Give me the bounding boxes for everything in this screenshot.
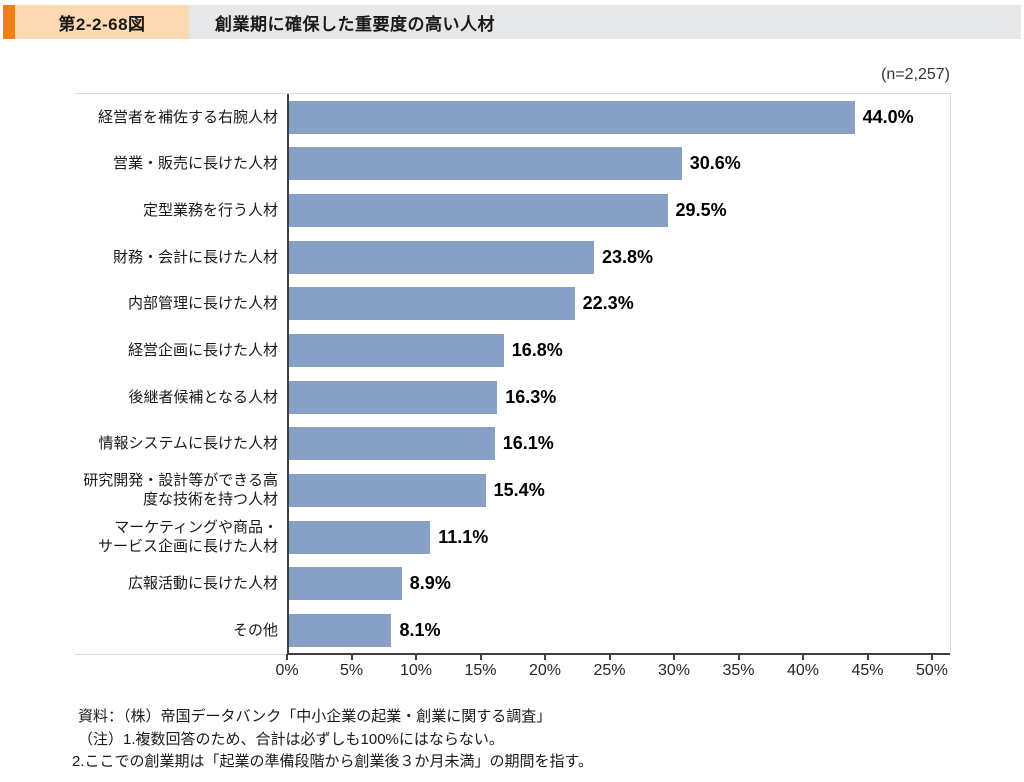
bar-zone: 44.0%: [287, 94, 950, 141]
value-label: 8.9%: [409, 573, 451, 594]
x-axis-tick-label: 10%: [399, 662, 433, 679]
bar-row: 経営企画に長けた人材 16.8%: [75, 327, 950, 374]
footer-source: 資料：（株）帝国データバンク「中小企業の起業・創業に関する調査」: [78, 708, 552, 725]
bar-zone: 11.1%: [287, 514, 950, 561]
category-label: 定型業務を行う人材: [142, 202, 278, 220]
x-axis-tick-label: 25%: [593, 662, 626, 679]
x-axis-tick-label: 0%: [275, 662, 299, 679]
bar-row: 定型業務を行う人材 29.5%: [75, 187, 950, 234]
bar-zone: 30.6%: [287, 141, 950, 188]
bar: [287, 473, 486, 507]
bar-zone: 8.9%: [287, 560, 950, 607]
x-axis-tick: [608, 654, 611, 660]
x-axis-tick: [544, 654, 546, 660]
value-label: 23.8%: [602, 246, 654, 267]
bar-row: その他 8.1%: [75, 607, 950, 654]
bar-row: 研究開発・設計等ができる高 度な技術を持つ人材 15.4%: [75, 467, 950, 514]
bar-row: 経営者を補佐する右腕人材 44.0%: [75, 94, 950, 141]
x-axis-tick-label: 50%: [915, 662, 949, 679]
category-label: 経営者を補佐する右腕人材: [97, 108, 278, 126]
header-accent-bar: [3, 5, 15, 39]
bar-row: 広報活動に長けた人材 8.9%: [75, 560, 950, 607]
bar-chart-plot: 経営者を補佐する右腕人材 44.0% 営業・販売に長けた人材 30.6% 定型業務を行う…: [75, 93, 951, 655]
x-axis-tick: [737, 654, 740, 660]
x-axis-tick: [673, 654, 675, 660]
category-label: 後継者候補となる人材: [128, 388, 278, 406]
x-axis-line: [287, 653, 950, 655]
bar: [287, 334, 504, 368]
bar-zone: 29.5%: [287, 187, 950, 234]
x-axis-tick: [802, 654, 804, 660]
sample-size-label: (n=2,257): [881, 66, 950, 83]
footer-note-1: （注）1.複数回答のため、合計は必ずしも100%にはならない。: [78, 730, 504, 748]
value-label: 44.0%: [862, 106, 914, 127]
value-label: 8.1%: [399, 619, 441, 640]
x-axis-tick-label: 15%: [464, 662, 497, 679]
bar-zone: 15.4%: [287, 467, 950, 514]
bar: [287, 520, 431, 554]
category-label: 内部管理に長けた人材: [127, 295, 278, 313]
bar-row: 内部管理に長けた人材 22.3%: [75, 281, 950, 328]
value-label: 16.8%: [511, 340, 563, 361]
bar-rows: 経営者を補佐する右腕人材 44.0% 営業・販売に長けた人材 30.6% 定型業務を行う…: [75, 94, 950, 654]
bar: [287, 287, 575, 321]
x-axis-tick: [931, 654, 933, 660]
value-label: 16.1%: [502, 433, 554, 454]
bar-zone: 23.8%: [287, 234, 950, 281]
bar: [287, 100, 855, 134]
x-axis-tick-label: 5%: [339, 662, 364, 679]
x-axis-tick-label: 20%: [528, 662, 562, 679]
value-label: 16.3%: [505, 386, 557, 407]
bar: [287, 240, 595, 274]
x-axis-tick: [415, 654, 417, 660]
value-label: 22.3%: [582, 293, 634, 314]
bar-row: 情報システムに長けた人材 16.1%: [75, 420, 950, 467]
bar-zone: 16.3%: [287, 374, 950, 421]
bar: [287, 567, 402, 601]
x-axis-tick-label: 35%: [722, 662, 755, 679]
figure-header: 第2-2-68図 創業期に確保した重要度の高い人材: [3, 5, 1021, 39]
bar-row: 営業・販売に長けた人材 30.6%: [75, 141, 950, 188]
x-axis-tick: [479, 654, 482, 660]
x-axis-tick-label: 40%: [786, 662, 820, 679]
x-axis-tick: [286, 654, 288, 660]
category-label: 広報活動に長けた人材: [127, 575, 278, 593]
bar-row: 後継者候補となる人材 16.3%: [75, 374, 950, 421]
bar: [287, 194, 668, 228]
bar: [287, 147, 682, 181]
category-label: 営業・販売に長けた人材: [112, 155, 278, 173]
value-label: 30.6%: [689, 153, 741, 174]
y-axis-line: [287, 94, 289, 654]
x-axis-tick-label: 30%: [657, 662, 691, 679]
bar-zone: 16.8%: [287, 327, 950, 374]
category-label: 研究開発・設計等ができる高 度な技術を持つ人材: [83, 472, 278, 509]
value-label: 11.1%: [438, 526, 489, 547]
x-axis-tick: [350, 654, 353, 660]
x-axis-tick-label: 45%: [851, 662, 884, 679]
category-label: 情報システムに長けた人材: [98, 435, 278, 453]
bar: [287, 380, 498, 414]
value-label: 29.5%: [675, 200, 727, 221]
bar-row: 財務・会計に長けた人材 23.8%: [75, 234, 950, 281]
value-label: 15.4%: [493, 479, 545, 500]
bar: [287, 613, 392, 647]
bar: [287, 427, 495, 461]
bar-row: マーケティングや商品・ サービス企画に長けた人材 11.1%: [75, 514, 950, 561]
figure-title: 創業期に確保した重要度の高い人材: [189, 5, 1021, 39]
category-label: 財務・会計に長けた人材: [112, 248, 278, 266]
footer-notes: 資料：（株）帝国データバンク「中小企業の起業・創業に関する調査」 （注）1.複数…: [72, 706, 593, 774]
figure-number: 第2-2-68図: [15, 5, 189, 39]
category-label: マーケティングや商品・ サービス企画に長けた人材: [97, 519, 278, 556]
x-axis: 0% 5% 10% 15% 20% 25% 30% 35% 40% 45% 50%: [75, 654, 950, 690]
bar-zone: 8.1%: [287, 607, 950, 654]
bar-zone: 16.1%: [287, 420, 950, 467]
bar-zone: 22.3%: [287, 281, 950, 328]
category-label: その他: [232, 621, 278, 639]
x-axis-tick: [866, 654, 869, 660]
category-label: 経営企画に長けた人材: [127, 342, 278, 360]
footer-note-2: 2.ここでの創業期は「起業の準備段階から創業後３か月未満」の期間を指す。: [72, 753, 594, 770]
